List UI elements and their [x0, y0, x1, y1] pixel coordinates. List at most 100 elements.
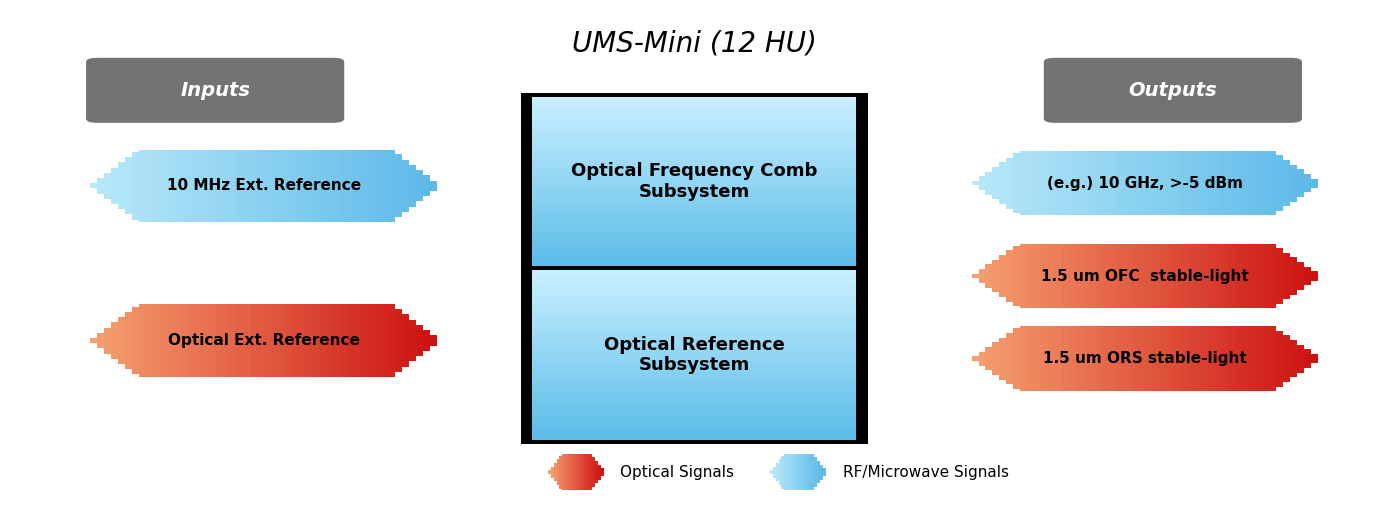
Polygon shape [1020, 151, 1029, 216]
Polygon shape [972, 357, 979, 361]
Bar [532, 434, 856, 440]
Polygon shape [104, 328, 111, 353]
Polygon shape [1305, 354, 1319, 363]
Polygon shape [1180, 151, 1191, 216]
Polygon shape [1083, 327, 1092, 391]
Polygon shape [1256, 327, 1269, 391]
Text: Inputs: Inputs [180, 81, 250, 100]
Polygon shape [1131, 244, 1141, 308]
Polygon shape [278, 150, 289, 222]
Polygon shape [403, 165, 416, 206]
Polygon shape [167, 304, 175, 377]
Polygon shape [1159, 151, 1170, 216]
Polygon shape [1187, 151, 1198, 216]
Polygon shape [1166, 151, 1177, 216]
Polygon shape [291, 150, 303, 222]
Polygon shape [1117, 151, 1127, 216]
Polygon shape [818, 465, 823, 479]
Polygon shape [1124, 327, 1134, 391]
Polygon shape [1201, 327, 1212, 391]
Polygon shape [382, 150, 394, 222]
Polygon shape [1284, 165, 1298, 202]
Polygon shape [812, 457, 818, 487]
Polygon shape [416, 175, 430, 196]
Bar [532, 142, 856, 148]
Polygon shape [1228, 327, 1241, 391]
Text: Optical Frequency Comb
Subsystem: Optical Frequency Comb Subsystem [570, 162, 818, 201]
Polygon shape [1208, 244, 1219, 308]
Bar [532, 255, 856, 261]
Polygon shape [236, 304, 246, 377]
Polygon shape [1138, 327, 1148, 391]
Polygon shape [1242, 327, 1255, 391]
Polygon shape [776, 463, 779, 481]
Polygon shape [333, 150, 346, 222]
Polygon shape [97, 178, 104, 194]
Polygon shape [1083, 244, 1092, 308]
Polygon shape [326, 150, 337, 222]
Polygon shape [551, 466, 554, 478]
Bar [532, 315, 856, 321]
Polygon shape [347, 150, 359, 222]
Polygon shape [1048, 151, 1056, 216]
Polygon shape [347, 304, 359, 377]
Bar [532, 338, 856, 344]
Polygon shape [554, 463, 557, 481]
Polygon shape [285, 150, 296, 222]
Polygon shape [160, 150, 168, 222]
Polygon shape [1034, 244, 1042, 308]
Polygon shape [779, 459, 781, 485]
Polygon shape [208, 304, 218, 377]
Polygon shape [208, 150, 218, 222]
Polygon shape [1013, 246, 1022, 307]
Polygon shape [1041, 327, 1049, 391]
Polygon shape [1110, 327, 1120, 391]
Text: (e.g.) 10 GHz, >-5 dBm: (e.g.) 10 GHz, >-5 dBm [1047, 175, 1244, 191]
Polygon shape [1048, 327, 1056, 391]
Polygon shape [1103, 151, 1113, 216]
FancyBboxPatch shape [86, 58, 344, 123]
Polygon shape [1138, 244, 1148, 308]
Polygon shape [298, 150, 310, 222]
Bar [532, 97, 856, 103]
Bar [532, 187, 856, 193]
Polygon shape [1221, 244, 1234, 308]
Polygon shape [1187, 327, 1198, 391]
Bar [532, 159, 856, 165]
Polygon shape [1166, 244, 1177, 308]
Polygon shape [1242, 244, 1255, 308]
Bar [532, 114, 856, 120]
Polygon shape [1110, 244, 1120, 308]
Bar [532, 378, 856, 383]
Polygon shape [1103, 244, 1113, 308]
Text: Optical Ext. Reference: Optical Ext. Reference [168, 333, 359, 348]
Text: RF/Microwave Signals: RF/Microwave Signals [843, 464, 1009, 480]
Polygon shape [201, 150, 211, 222]
Polygon shape [340, 304, 353, 377]
Polygon shape [820, 469, 826, 476]
Polygon shape [1305, 271, 1319, 281]
Bar [532, 193, 856, 199]
Polygon shape [146, 304, 154, 377]
Polygon shape [992, 342, 999, 375]
Polygon shape [1277, 160, 1289, 206]
Polygon shape [1173, 244, 1184, 308]
Bar [532, 321, 856, 327]
Bar [532, 282, 856, 287]
Polygon shape [243, 150, 253, 222]
Polygon shape [985, 264, 992, 288]
Polygon shape [568, 454, 572, 490]
Polygon shape [979, 269, 985, 283]
Polygon shape [1006, 333, 1015, 384]
Polygon shape [1235, 244, 1248, 308]
Polygon shape [326, 304, 337, 377]
Polygon shape [1103, 327, 1113, 391]
Polygon shape [1124, 244, 1134, 308]
Polygon shape [118, 317, 125, 364]
Polygon shape [1041, 244, 1049, 308]
Polygon shape [215, 150, 225, 222]
Polygon shape [229, 304, 239, 377]
Polygon shape [1249, 151, 1262, 216]
Polygon shape [1270, 155, 1283, 211]
Polygon shape [298, 304, 310, 377]
